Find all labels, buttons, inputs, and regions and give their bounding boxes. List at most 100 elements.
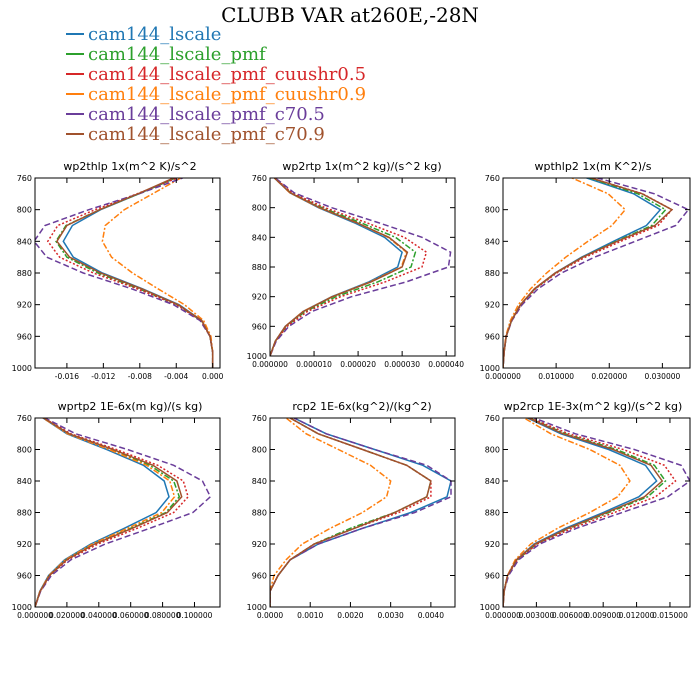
panel-1-frame [34, 177, 221, 369]
panel-5-ytick-label-1: 760 [252, 414, 267, 423]
panel-5-series-5 [270, 418, 452, 607]
panel-3-xtick-label-4: 0.030000 [644, 372, 680, 381]
panel-1-xtick-label-2: -0.012 [91, 372, 115, 381]
panel-4: wprtp2 1E-6x(m kg)/(s kg) 760 800 840 880 920… [12, 400, 221, 620]
panel-2-ytick-label-7: 1000 [247, 352, 267, 361]
panel-6-ytick-label-1: 760 [485, 414, 500, 423]
panel-2: wp2rtp 1x(m^2 kg)/(s^2 kg) 760 800 840 880 92… [247, 160, 465, 369]
panel-4-series-5 [35, 418, 212, 607]
panel-2-series-4 [270, 178, 408, 356]
panel-1: wp2thlp 1x(m^2 K)/s^2 760 800 840 880 920 960 1… [12, 160, 224, 381]
panel-6-series-5 [503, 418, 690, 607]
panel-3-ytick-label-5: 920 [485, 301, 500, 310]
panel-3-xtick-label-3: 0.020000 [591, 372, 627, 381]
panel-3-series-3 [503, 178, 674, 368]
panel-3-ytick-label-2: 800 [485, 206, 500, 215]
panel-4-ytick-label-7: 1000 [12, 603, 32, 612]
panel-5-xtick-label-1: 0.0000 [257, 611, 283, 620]
panel-6: wp2rcp 1E-3x(m^2 kg)/(s^2 kg) 760 800 840 88… [480, 400, 691, 620]
panel-3-ytick-label-7: 1000 [480, 364, 500, 373]
legend: cam144_lscalecam144_lscale_pmfcam144_lsc… [66, 24, 366, 145]
panel-5-xtick-label-3: 0.0020 [337, 611, 363, 620]
panel-2-ytick-label-3: 840 [252, 233, 267, 242]
panel-1-ytick-label-7: 1000 [12, 364, 32, 373]
panel-1-xtick-label-3: -0.008 [128, 372, 152, 381]
panel-1-xtick-label-5: 0.000 [202, 372, 224, 381]
panel-6-xtick-label-2: 0.003000 [518, 611, 554, 620]
legend-label-6: cam144_lscale_pmf_c70.9 [88, 124, 325, 145]
legend-label-3: cam144_lscale_pmf_cuushr0.5 [88, 64, 366, 85]
panel-5-ytick-label-7: 1000 [247, 603, 267, 612]
panel-4-ytick-label-6: 960 [17, 572, 32, 581]
panel-2-ytick-label-6: 960 [252, 322, 267, 331]
panel-6-xtick-label-6: 0.015000 [652, 611, 688, 620]
panel-3-series-4 [503, 178, 627, 368]
panels: wp2thlp 1x(m^2 K)/s^2 760 800 840 880 920 960 1… [12, 160, 691, 620]
panel-2-series-3 [270, 178, 428, 356]
panel-6-xtick-label-5: 0.012000 [619, 611, 655, 620]
panel-5-series-4 [270, 418, 392, 607]
legend-label-5: cam144_lscale_pmf_c70.5 [88, 104, 325, 125]
panel-4-xtick-label-6: 0.100000 [177, 611, 213, 620]
panel-6-ytick-label-3: 840 [485, 477, 500, 486]
panel-2-xtick-label-4: 0.000030 [384, 360, 420, 369]
panel-1-ytick-label-6: 960 [17, 332, 32, 341]
panel-1-xtick-label-1: -0.016 [55, 372, 79, 381]
panel-4-xtick-label-3: 0.040000 [81, 611, 117, 620]
panel-2-series-1 [270, 178, 403, 356]
panel-1-ytick-label-5: 920 [17, 301, 32, 310]
panel-6-xtick-label-4: 0.009000 [585, 611, 621, 620]
panel-1-series-4 [101, 178, 214, 368]
panel-6-series-3 [503, 418, 677, 607]
panel-2-series-5 [270, 178, 452, 356]
panel-3-series-2 [503, 178, 667, 368]
panel-6-series-6 [503, 418, 664, 607]
panel-4-ytick-label-4: 880 [17, 509, 32, 518]
panel-1-ytick-label-4: 880 [17, 269, 32, 278]
panel-6-series-2 [503, 418, 667, 607]
panel-2-xtick-label-3: 0.000020 [340, 360, 376, 369]
panel-title-3: wpthlp2 1x(m K^2)/s [535, 160, 652, 173]
panel-4-frame [34, 417, 221, 608]
panel-3-series-1 [503, 178, 662, 368]
legend-label-2: cam144_lscale_pmf [88, 44, 267, 65]
panel-6-ytick-label-7: 1000 [480, 603, 500, 612]
panel-5-ytick-label-4: 880 [252, 509, 267, 518]
panel-4-xtick-label-1: 0.000000 [17, 611, 53, 620]
panel-5-ytick-label-5: 920 [252, 540, 267, 549]
panel-3-series-6 [503, 178, 674, 368]
legend-label-1: cam144_lscale [88, 24, 221, 45]
panel-2-xtick-label-2: 0.000010 [296, 360, 332, 369]
panel-6-frame [502, 417, 691, 608]
panel-3-xtick-label-2: 0.010000 [538, 372, 574, 381]
panel-5: rcp2 1E-6x(kg^2)/(kg^2) 760 800 840 880 920 96… [247, 400, 456, 620]
panel-title-2: wp2rtp 1x(m^2 kg)/(s^2 kg) [282, 160, 441, 173]
panel-2-series-2 [270, 178, 417, 356]
panel-3-ytick-label-6: 960 [485, 332, 500, 341]
panel-1-series-6 [55, 178, 214, 368]
panel-title-1: wp2thlp 1x(m^2 K)/s^2 [63, 160, 196, 173]
panel-5-ytick-label-6: 960 [252, 572, 267, 581]
panel-4-ytick-label-5: 920 [17, 540, 32, 549]
panel-5-xtick-label-2: 0.0010 [297, 611, 323, 620]
panel-3-ytick-label-1: 760 [485, 174, 500, 183]
panel-4-xtick-label-5: 0.080000 [145, 611, 181, 620]
panel-2-ytick-label-4: 880 [252, 263, 267, 272]
panel-6-ytick-label-6: 960 [485, 572, 500, 581]
panel-3-frame [502, 177, 691, 369]
panel-6-xtick-label-1: 0.000000 [485, 611, 521, 620]
panel-4-ytick-label-3: 840 [17, 477, 32, 486]
panel-2-ytick-label-5: 920 [252, 293, 267, 302]
panel-1-xtick-label-4: -0.004 [164, 372, 188, 381]
panel-4-series-1 [35, 418, 170, 607]
panel-3: wpthlp2 1x(m K^2)/s 760 800 840 880 920 960 100… [480, 160, 691, 381]
panel-5-series-6 [270, 418, 432, 607]
panel-5-ytick-label-3: 840 [252, 477, 267, 486]
panel-6-ytick-label-2: 800 [485, 446, 500, 455]
panel-1-ytick-label-2: 800 [17, 206, 32, 215]
panel-4-series-4 [35, 418, 176, 607]
panel-6-ytick-label-4: 880 [485, 509, 500, 518]
panel-5-xtick-label-5: 0.0040 [418, 611, 444, 620]
panel-title-6: wp2rcp 1E-3x(m^2 kg)/(s^2 kg) [504, 400, 683, 413]
